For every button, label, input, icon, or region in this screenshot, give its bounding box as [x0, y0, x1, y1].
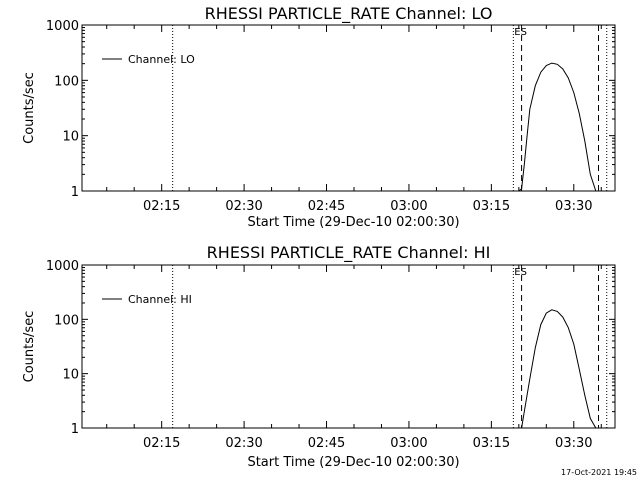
marker-label: ES — [514, 267, 527, 278]
footer-timestamp: 17-Oct-2021 19:45 — [561, 468, 637, 477]
marker-label: ES — [514, 27, 527, 38]
plot-frame — [81, 24, 616, 192]
y-tick-label: 1 — [71, 422, 79, 437]
y-tick-label: 100 — [54, 313, 79, 328]
x-tick-label: 02:30 — [225, 436, 262, 451]
chart-panel-lo: RHESSI PARTICLE_RATE Channel: LO 1 10 100 10… — [22, 4, 616, 230]
y-tick-label: 10 — [62, 130, 79, 145]
x-tick-label: 02:15 — [143, 436, 180, 451]
chart-title: RHESSI PARTICLE_RATE Channel: LO — [205, 4, 493, 24]
x-tick-label: 03:30 — [555, 436, 592, 451]
plot-frame — [81, 264, 616, 429]
x-axis-label: Start Time (29-Dec-10 02:00:30) — [247, 455, 459, 470]
x-tick-label: 02:45 — [308, 199, 345, 214]
x-tick-label: 02:15 — [143, 199, 180, 214]
x-tick-label: 03:30 — [555, 199, 592, 214]
y-tick-label: 100 — [54, 74, 79, 89]
y-tick-label: 1000 — [46, 259, 79, 274]
legend-label: Channel: LO — [128, 53, 195, 66]
chart-title: RHESSI PARTICLE_RATE Channel: HI — [207, 243, 491, 263]
legend-label: Channel: HI — [128, 293, 192, 306]
x-tick-label: 02:30 — [225, 199, 262, 214]
y-axis-label: Counts/sec — [22, 72, 37, 144]
series-line — [518, 62, 597, 192]
x-tick-label: 03:15 — [473, 199, 510, 214]
chart-panel-hi: RHESSI PARTICLE_RATE Channel: HI 1 10 100 10… — [22, 243, 616, 470]
x-axis-label: Start Time (29-Dec-10 02:00:30) — [247, 215, 459, 230]
x-tick-label: 03:00 — [390, 199, 427, 214]
x-tick-label: 03:15 — [473, 436, 510, 451]
x-tick-label: 02:45 — [308, 436, 345, 451]
y-tick-label: 1 — [71, 185, 79, 200]
x-tick-label: 03:00 — [390, 436, 427, 451]
y-tick-label: 1000 — [46, 19, 79, 34]
y-tick-label: 10 — [62, 368, 79, 383]
y-axis-label: Counts/sec — [22, 311, 37, 383]
series-line — [521, 309, 597, 429]
